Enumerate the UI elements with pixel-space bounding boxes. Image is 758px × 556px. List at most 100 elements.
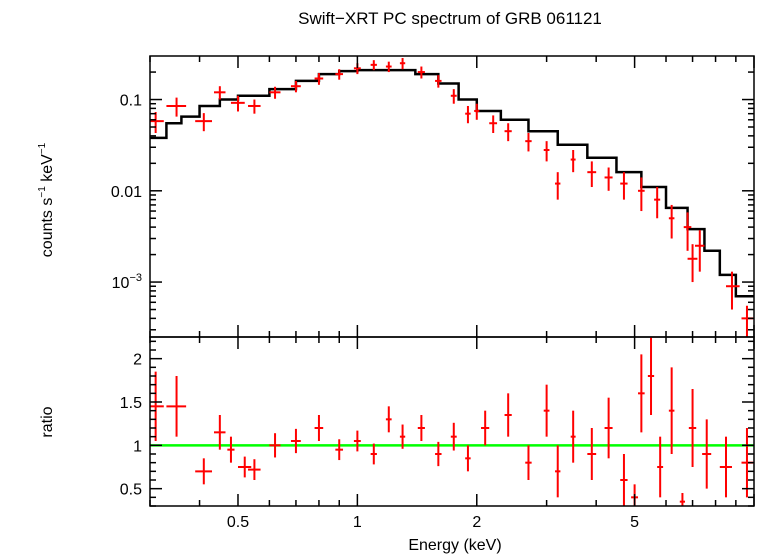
data-point	[726, 271, 740, 310]
data-point	[248, 99, 261, 114]
x-tick-label: 5	[630, 514, 639, 531]
data-point	[688, 389, 697, 467]
data-point	[335, 69, 344, 80]
y-axis-label-ratio: ratio	[39, 406, 56, 437]
data-point	[465, 105, 471, 124]
data-point	[679, 493, 686, 506]
data-point	[604, 167, 613, 191]
model-step-line	[150, 68, 754, 298]
data-point	[385, 61, 392, 73]
data-point	[370, 60, 377, 71]
bottom-panel-ticks	[149, 337, 755, 507]
data-point	[335, 439, 344, 461]
data-point	[504, 393, 512, 437]
data-point	[230, 95, 245, 112]
data-point	[435, 75, 442, 88]
data-point	[668, 367, 675, 454]
data-point	[450, 89, 457, 104]
y-axis-label-counts: counts s−1 keV−1	[37, 142, 56, 257]
data-point	[555, 172, 561, 200]
model-step-line-group	[150, 68, 754, 298]
data-point	[435, 441, 442, 467]
y-label-exp1: −1	[37, 186, 48, 198]
y-tick-label: 1.5	[120, 395, 142, 412]
data-point	[195, 113, 213, 132]
data-point	[166, 376, 187, 437]
x-axis-label: Energy (keV)	[408, 537, 501, 554]
spectrum-panel: 0.1 0.01 10−3	[111, 55, 755, 338]
data-point	[353, 430, 361, 452]
y-tick-label: 1	[133, 438, 142, 455]
data-point	[638, 177, 645, 212]
data-point	[481, 410, 490, 446]
data-point	[525, 132, 532, 152]
data-point	[269, 433, 281, 458]
data-point	[604, 397, 613, 459]
data-point	[214, 415, 226, 450]
data-point	[314, 73, 324, 85]
y-label-exp2: −1	[37, 142, 48, 154]
data-point	[195, 458, 213, 485]
data-point	[654, 187, 661, 219]
data-point	[695, 230, 705, 272]
data-point	[504, 123, 512, 142]
y-tick-label: 0.1	[120, 93, 142, 110]
data-points-group	[150, 58, 754, 337]
data-point	[290, 428, 301, 454]
data-point	[474, 103, 480, 120]
data-point	[719, 436, 732, 498]
data-point	[543, 384, 550, 437]
data-point	[417, 415, 425, 441]
y-tick-label: 0.5	[120, 482, 142, 499]
chart-title: Swift−XRT PC spectrum of GRB 061121	[298, 9, 602, 28]
data-point	[214, 86, 226, 100]
data-point	[399, 58, 406, 70]
data-point	[570, 410, 576, 463]
x-tick-label: 1	[353, 514, 362, 531]
data-point	[385, 406, 392, 433]
data-point	[227, 436, 235, 463]
data-point	[489, 115, 498, 133]
ratio-panel-frame	[149, 336, 755, 507]
data-point	[683, 212, 692, 251]
data-point	[555, 445, 561, 498]
data-point	[450, 422, 457, 451]
y-tick-label: 10−3	[112, 272, 142, 292]
data-point	[150, 112, 164, 133]
data-point	[638, 354, 645, 433]
y-tick-label-base: 10	[112, 275, 130, 292]
data-point	[587, 161, 597, 188]
data-point	[417, 66, 425, 79]
x-tick-label: 2	[472, 514, 481, 531]
data-point	[150, 371, 164, 441]
data-point	[465, 445, 471, 472]
ratio-panel: 0.5 1 1.5 2 0.5 1 2 5	[120, 336, 755, 531]
data-point	[248, 459, 261, 480]
data-point	[657, 436, 664, 498]
data-point	[290, 80, 301, 93]
top-y-tick-labels: 0.1 0.01 10−3	[111, 93, 142, 293]
data-point	[668, 204, 675, 239]
data-point	[314, 415, 324, 441]
data-point	[687, 244, 698, 283]
data-point	[166, 97, 187, 117]
y-tick-label: 2	[133, 352, 142, 369]
x-tick-label: 0.5	[227, 514, 249, 531]
y-label-prefix: counts s	[39, 198, 56, 258]
bottom-y-tick-labels: 0.5 1 1.5 2	[120, 352, 142, 499]
data-point	[570, 149, 576, 173]
data-point	[647, 337, 655, 415]
data-point	[587, 428, 597, 480]
y-tick-label-exp: −3	[129, 272, 142, 284]
data-point	[620, 172, 628, 200]
top-panel-ticks	[149, 56, 755, 337]
data-point	[237, 456, 252, 478]
data-point	[399, 424, 406, 449]
data-point	[269, 86, 281, 99]
data-point	[525, 445, 532, 480]
data-point	[620, 454, 628, 506]
data-point	[370, 443, 377, 465]
data-point	[702, 419, 712, 489]
